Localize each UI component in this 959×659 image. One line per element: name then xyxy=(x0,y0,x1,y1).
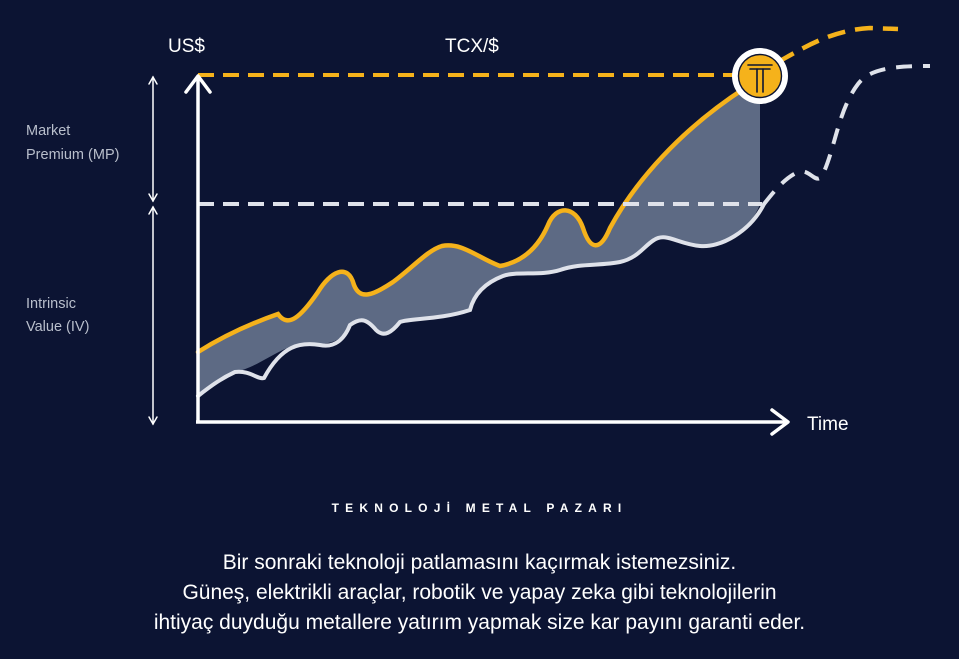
tagline: Bir sonraki teknoloji patlamasını kaçırm… xyxy=(0,548,959,638)
intrinsic-value-bracket xyxy=(148,205,158,426)
x-axis-arrowhead xyxy=(770,408,790,436)
tagline-line: ihtiyaç duyduğu metallere yatırım yapmak… xyxy=(153,611,806,634)
x-axis-label: Time xyxy=(807,414,849,435)
tagline-line: Bir sonraki teknoloji patlamasını kaçırm… xyxy=(222,551,737,574)
intrinsic-value-label: Intrinsic Value (IV) xyxy=(26,296,89,335)
y-axis-arrowhead xyxy=(184,74,212,94)
intrinsic-value-projection xyxy=(762,64,931,206)
market-premium-label: Market Premium (MP) xyxy=(26,123,119,163)
market-premium-area xyxy=(198,78,760,396)
series-label: TCX/$ xyxy=(445,36,499,57)
tagline-line: Güneş, elektrikli araçlar, robotik ve ya… xyxy=(182,581,777,604)
market-price-line xyxy=(195,85,748,355)
y-axis-label: US$ xyxy=(168,36,205,57)
intrinsic-value-line xyxy=(196,202,766,398)
market-value-diagram: US$ TCX/$ Time Market Premium (MP) Intri… xyxy=(26,25,931,436)
tcx-logo-icon xyxy=(732,48,788,104)
market-premium-bracket xyxy=(148,75,158,203)
market-price-projection xyxy=(776,25,899,64)
section-title: TEKNOLOJİ METAL PAZARI xyxy=(331,501,628,515)
